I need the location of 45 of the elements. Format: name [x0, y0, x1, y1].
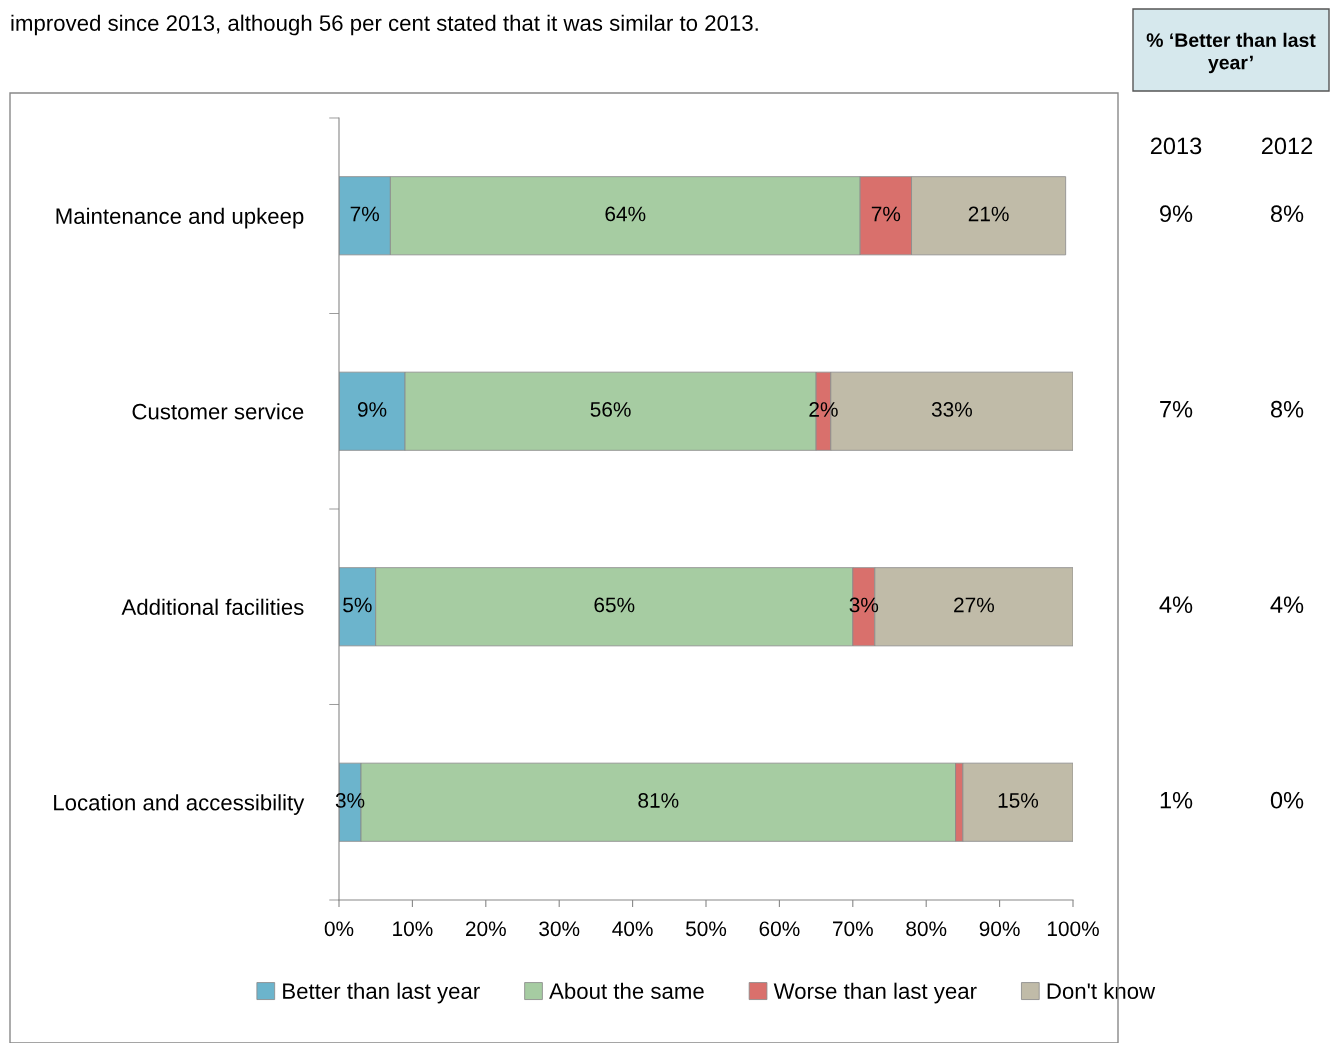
x-tick-label: 60% [759, 921, 800, 937]
data-label: 21% [968, 206, 1009, 222]
y-tick-label: Location and accessibility [54, 794, 305, 815]
data-label: 3% [849, 597, 879, 613]
data-label: 2% [809, 402, 838, 417]
text: 4% [1159, 596, 1193, 613]
legend-label: Don't know [1047, 982, 1156, 999]
x-tick-label: 0% [324, 921, 354, 937]
text: 1% [1160, 791, 1193, 809]
y-tick-label: Customer service [132, 403, 304, 420]
chart-title: improved since 2013, although 56 per cent stated that it was similar to 2013. [11, 14, 758, 36]
data-label: 9% [357, 402, 387, 417]
x-tick-label: 50% [685, 921, 727, 937]
x-tick-label: 20% [466, 921, 506, 937]
text: 0% [1270, 791, 1304, 809]
data-label: 7% [871, 206, 901, 222]
legend-label: Better than last year [283, 982, 480, 1004]
data-label: 15% [998, 793, 1039, 808]
x-tick-label: 40% [612, 921, 653, 937]
data-label: 65% [594, 597, 635, 613]
x-tick-label: 10% [393, 921, 433, 937]
text: 2013 [1150, 137, 1202, 155]
text: 2012 [1261, 137, 1313, 155]
data-label: 64% [605, 206, 646, 222]
y-tick-label: Maintenance and upkeep [56, 207, 304, 229]
x-tick-label: 100% [1047, 921, 1099, 937]
text: 8% [1270, 400, 1304, 418]
x-tick-label: 30% [539, 921, 580, 937]
text: 8% [1270, 205, 1304, 223]
x-tick-label: 90% [979, 921, 1020, 937]
data-label: 81% [638, 793, 679, 808]
text: 9% [1160, 205, 1193, 223]
data-label: 5% [343, 597, 372, 613]
y-tick-label: Additional facilities [121, 598, 304, 616]
text: 4% [1270, 596, 1304, 613]
x-tick-label: 80% [906, 921, 947, 937]
text: % ‘Better than last year’ [1146, 32, 1316, 74]
x-tick-label: 70% [833, 921, 873, 937]
legend-label: Worse than last year [773, 982, 977, 1004]
text: 7% [1160, 400, 1193, 418]
data-label: 33% [931, 402, 972, 417]
data-label: 56% [590, 402, 631, 417]
data-label: 7% [350, 206, 379, 222]
data-label: 27% [954, 597, 995, 613]
legend-label: About the same [549, 982, 704, 999]
